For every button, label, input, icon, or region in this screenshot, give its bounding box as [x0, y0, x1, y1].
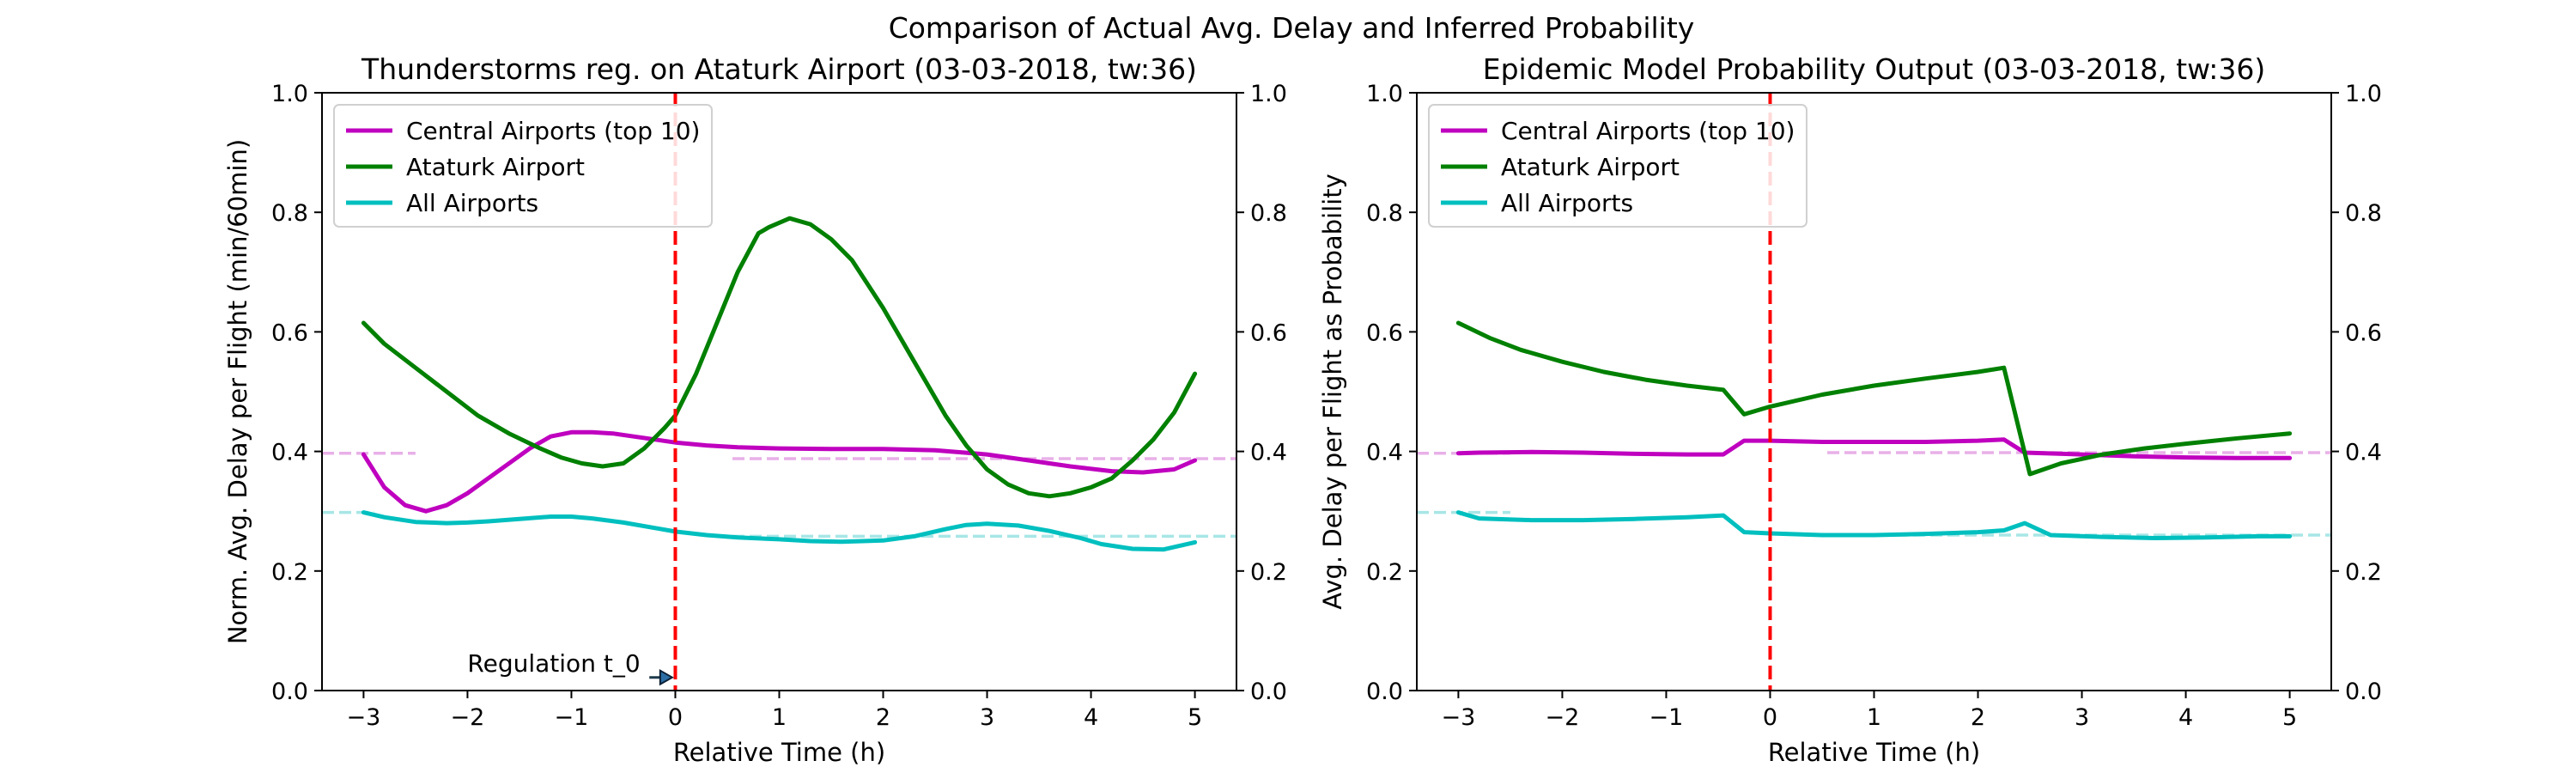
legend: Central Airports (top 10) Ataturk Airport… — [333, 104, 713, 228]
right-y-tick-label: 0.4 — [2345, 440, 2382, 466]
legend-box — [1428, 104, 1807, 228]
x-tick-label: 3 — [2075, 704, 2089, 731]
legend-label: Ataturk Airport — [1501, 153, 1680, 181]
y-tick-label: 1.0 — [1366, 81, 1403, 107]
right-y-tick-label: 0.6 — [2345, 320, 2382, 346]
left-chart: Regulation t_0 −3 −2 −1 0 1 2 3 4 5 0.0 0.2 0.4 0.6 0.… — [223, 52, 1287, 767]
series-line-2 — [1455, 510, 2293, 540]
x-tick-label: −3 — [1442, 704, 1476, 731]
y-tick-label: 0.6 — [271, 320, 308, 346]
x-tick-label: −1 — [555, 704, 589, 731]
y-tick-label: 0.8 — [1366, 200, 1403, 227]
y-tick-label: 0.0 — [271, 679, 308, 705]
series-line-1 — [1455, 320, 2293, 477]
y-tick-label: 0.4 — [1366, 440, 1403, 466]
y-tick-label: 0.2 — [1366, 559, 1403, 586]
y-axis-label: Avg. Delay per Flight as Probability — [1318, 173, 1347, 610]
legend-label: All Airports — [1501, 189, 1633, 217]
right-chart: −3 −2 −1 0 1 2 3 4 5 0.0 0.2 0.4 0.6 0.8 1.0 0.0 0.2 0.4 0… — [1318, 52, 2382, 767]
legend-box — [333, 104, 713, 228]
x-tick-label: −1 — [1649, 704, 1684, 731]
x-tick-label: 1 — [772, 704, 787, 731]
legend-label: All Airports — [406, 189, 538, 217]
right-y-tick-label: 1.0 — [2345, 81, 2382, 107]
x-tick-label: −3 — [347, 704, 381, 731]
right-y-tick-label: 0.0 — [2345, 679, 2382, 705]
x-tick-label: −2 — [451, 704, 485, 731]
x-tick-label: 0 — [668, 704, 683, 731]
y-tick-label: 0.8 — [271, 200, 308, 227]
x-axis-label: Relative Time (h) — [673, 738, 885, 767]
right-y-tick-label: 0.4 — [1250, 440, 1287, 466]
right-y-tick-label: 0.2 — [2345, 559, 2382, 586]
series-line-2 — [361, 510, 1198, 552]
annotation-arrow-head — [659, 668, 674, 686]
x-tick-label: 1 — [1867, 704, 1881, 731]
x-tick-label: 2 — [876, 704, 890, 731]
series-line-0 — [1455, 437, 2293, 460]
series-line-1 — [361, 216, 1198, 499]
y-tick-label: 1.0 — [271, 81, 308, 107]
x-tick-label: 4 — [1084, 704, 1098, 731]
legend-label: Ataturk Airport — [406, 153, 585, 181]
right-y-tick-label: 1.0 — [1250, 81, 1287, 107]
right-y-tick-label: 0.2 — [1250, 559, 1287, 586]
right-y-tick-label: 0.8 — [1250, 200, 1287, 227]
annotation-text: Regulation t_0 — [467, 649, 640, 678]
y-tick-label: 0.4 — [271, 440, 308, 466]
x-tick-label: 3 — [980, 704, 994, 731]
legend-label: Central Airports (top 10) — [406, 117, 700, 145]
x-axis-label: Relative Time (h) — [1768, 738, 1980, 767]
right-y-tick-label: 0.0 — [1250, 679, 1287, 705]
x-tick-label: 4 — [2178, 704, 2193, 731]
chart-title: Epidemic Model Probability Output (03-03… — [1483, 52, 2266, 86]
figure-suptitle: Comparison of Actual Avg. Delay and Infe… — [889, 11, 1695, 45]
right-y-tick-label: 0.8 — [2345, 200, 2382, 227]
right-y-tick-label: 0.6 — [1250, 320, 1287, 346]
y-tick-label: 0.0 — [1366, 679, 1403, 705]
y-tick-label: 0.6 — [1366, 320, 1403, 346]
y-axis-label: Norm. Avg. Delay per Flight (min/60min) — [223, 139, 252, 644]
legend-label: Central Airports (top 10) — [1501, 117, 1795, 145]
x-tick-label: 0 — [1763, 704, 1777, 731]
x-tick-label: 2 — [1971, 704, 1985, 731]
x-tick-label: 5 — [2282, 704, 2297, 731]
x-tick-label: 5 — [1188, 704, 1202, 731]
x-tick-label: −2 — [1546, 704, 1580, 731]
chart-title: Thunderstorms reg. on Ataturk Airport (0… — [361, 52, 1197, 86]
y-tick-label: 0.2 — [271, 559, 308, 586]
legend: Central Airports (top 10) Ataturk Airport… — [1428, 104, 1807, 228]
